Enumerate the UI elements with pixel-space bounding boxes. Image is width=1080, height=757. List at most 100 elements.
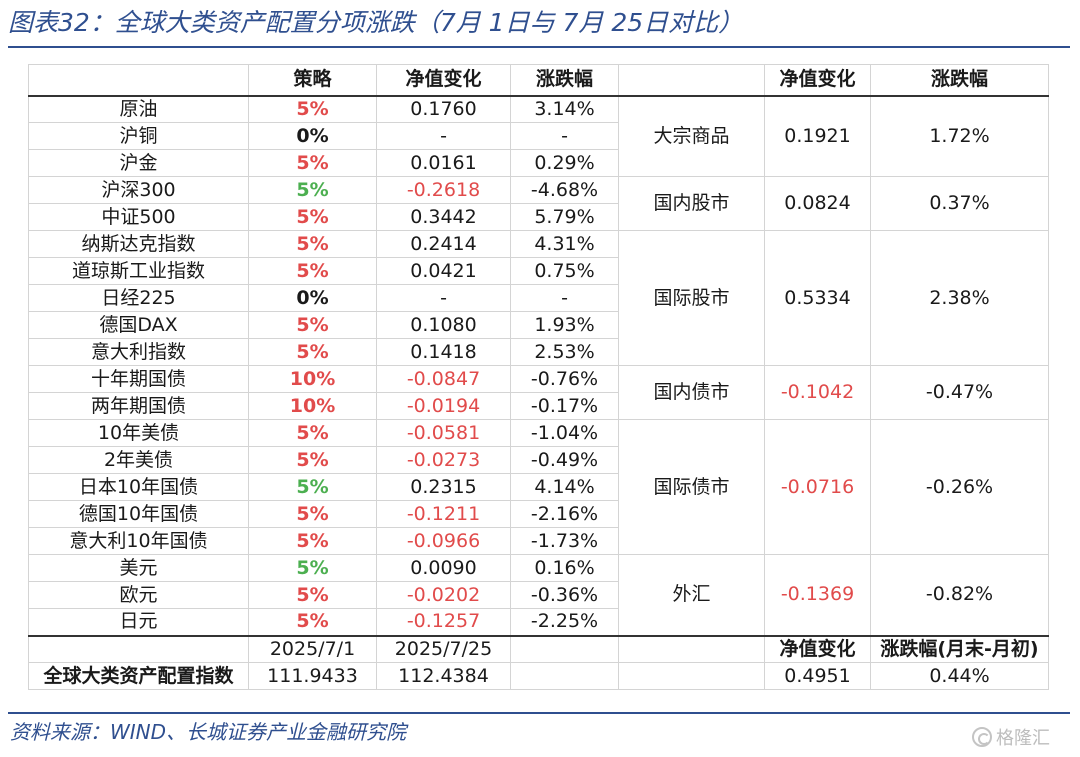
asset-strategy: 0% [248, 284, 377, 312]
header-pct-change: 涨跌幅 [510, 64, 619, 97]
asset-pct-change: -1.73% [510, 527, 619, 555]
asset-name: 两年期国债 [28, 392, 249, 420]
header-group-pct-change: 涨跌幅 [870, 64, 1049, 97]
table-row: 意大利10年国债 5% -0.0966 -1.73% [28, 527, 1049, 555]
table-row: 10年美债 5% -0.0581 -1.04% 国际债市 -0.0716 -0.26% [28, 419, 1049, 555]
summary-value-start: 111.9433 [248, 662, 377, 690]
asset-name: 沪铜 [28, 122, 249, 150]
group-pct-change: -0.26% [870, 419, 1049, 555]
asset-name: 日本10年国债 [28, 473, 249, 501]
table-row: 两年期国债 10% -0.0194 -0.17% [28, 392, 1049, 420]
asset-nav-change: 0.0090 [376, 554, 511, 582]
asset-strategy: 10% [248, 392, 377, 420]
header-group-nav-change: 净值变化 [764, 64, 871, 97]
group-nav-change: 0.1921 [764, 95, 871, 177]
asset-nav-change: 0.2414 [376, 230, 511, 258]
asset-strategy: 5% [248, 554, 377, 582]
asset-name: 纳斯达克指数 [28, 230, 249, 258]
asset-allocation-table: 策略 净值变化 涨跌幅 净值变化 涨跌幅 原油 5% 0.1760 3.14% 大宗商品… [28, 64, 1049, 690]
asset-pct-change: -4.68% [510, 176, 619, 204]
group-nav-change: -0.1369 [764, 554, 871, 636]
table-row: 日经225 0% - - [28, 284, 1049, 312]
asset-pct-change: -2.25% [510, 608, 619, 637]
asset-nav-change: 0.0421 [376, 257, 511, 285]
asset-name: 沪深300 [28, 176, 249, 204]
group-nav-change: -0.1042 [764, 365, 871, 420]
asset-name: 中证500 [28, 203, 249, 231]
table-row: 原油 5% 0.1760 3.14% 大宗商品 0.1921 1.72% [28, 95, 1049, 177]
asset-strategy: 5% [248, 95, 377, 123]
header-strategy: 策略 [248, 64, 377, 97]
group-pct-change: 2.38% [870, 230, 1049, 366]
asset-pct-change: -0.49% [510, 446, 619, 474]
asset-strategy: 5% [248, 203, 377, 231]
summary-blank [618, 662, 765, 690]
asset-name: 欧元 [28, 581, 249, 609]
table-header-row: 策略 净值变化 涨跌幅 净值变化 涨跌幅 [28, 64, 1049, 97]
asset-nav-change: -0.2618 [376, 176, 511, 204]
asset-strategy: 5% [248, 419, 377, 447]
asset-name: 日元 [28, 608, 249, 637]
table-row: 中证500 5% 0.3442 5.79% [28, 203, 1049, 231]
watermark-text: 格隆汇 [996, 728, 1050, 749]
asset-nav-change: 0.3442 [376, 203, 511, 231]
asset-strategy: 10% [248, 365, 377, 393]
asset-strategy: 5% [248, 527, 377, 555]
asset-name: 2年美债 [28, 446, 249, 474]
asset-pct-change: 0.29% [510, 149, 619, 177]
asset-name: 德国DAX [28, 311, 249, 339]
asset-nav-change: - [376, 122, 511, 150]
summary-blank [618, 634, 765, 663]
source-divider [8, 712, 1070, 714]
summary-date-start: 2025/7/1 [248, 634, 377, 663]
table-row: 十年期国债 10% -0.0847 -0.76% 国内债市 -0.1042 -0.47% [28, 365, 1049, 420]
asset-name: 意大利10年国债 [28, 527, 249, 555]
table-row: 沪深300 5% -0.2618 -4.68% 国内股市 0.0824 0.37% [28, 176, 1049, 231]
asset-nav-change: -0.0194 [376, 392, 511, 420]
summary-pct-change: 0.44% [870, 662, 1049, 690]
source-note: 资料来源：WIND、长城证券产业金融研究院 [10, 720, 407, 744]
asset-nav-change: 0.1760 [376, 95, 511, 123]
group-name: 大宗商品 [618, 95, 765, 177]
table-row: 德国DAX 5% 0.1080 1.93% [28, 311, 1049, 339]
summary-blank [28, 634, 249, 663]
figure-title: 图表32：全球大类资产配置分项涨跌（7月 1日与 7月 25日对比） [8, 8, 744, 37]
asset-pct-change: 0.75% [510, 257, 619, 285]
asset-nav-change: -0.0966 [376, 527, 511, 555]
asset-nav-change: -0.1211 [376, 500, 511, 528]
table-row: 纳斯达克指数 5% 0.2414 4.31% 国际股市 0.5334 2.38% [28, 230, 1049, 366]
asset-nav-change: -0.0581 [376, 419, 511, 447]
summary-nav-change: 0.4951 [764, 662, 871, 690]
title-divider [8, 46, 1070, 48]
group-nav-change: 0.0824 [764, 176, 871, 231]
group-name: 国内债市 [618, 365, 765, 420]
asset-pct-change: 0.16% [510, 554, 619, 582]
watermark-logo-icon [972, 727, 992, 747]
group-name: 国际股市 [618, 230, 765, 366]
asset-strategy: 5% [248, 176, 377, 204]
asset-pct-change: - [510, 122, 619, 150]
asset-pct-change: -0.17% [510, 392, 619, 420]
asset-strategy: 0% [248, 122, 377, 150]
asset-pct-change: -0.76% [510, 365, 619, 393]
asset-nav-change: -0.0847 [376, 365, 511, 393]
header-nav-change: 净值变化 [376, 64, 511, 97]
asset-name: 原油 [28, 95, 249, 123]
group-name: 外汇 [618, 554, 765, 636]
asset-pct-change: -0.36% [510, 581, 619, 609]
asset-name: 沪金 [28, 149, 249, 177]
asset-name: 10年美债 [28, 419, 249, 447]
header-asset [28, 64, 249, 97]
asset-pct-change: - [510, 284, 619, 312]
asset-strategy: 5% [248, 230, 377, 258]
asset-pct-change: 5.79% [510, 203, 619, 231]
table-row: 沪金 5% 0.0161 0.29% [28, 149, 1049, 177]
table-row: 欧元 5% -0.0202 -0.36% [28, 581, 1049, 609]
table-row: 意大利指数 5% 0.1418 2.53% [28, 338, 1049, 366]
table-row: 日本10年国债 5% 0.2315 4.14% [28, 473, 1049, 501]
asset-nav-change: -0.1257 [376, 608, 511, 637]
summary-blank [510, 634, 619, 663]
asset-strategy: 5% [248, 500, 377, 528]
header-group [618, 64, 765, 97]
asset-nav-change: -0.0202 [376, 581, 511, 609]
